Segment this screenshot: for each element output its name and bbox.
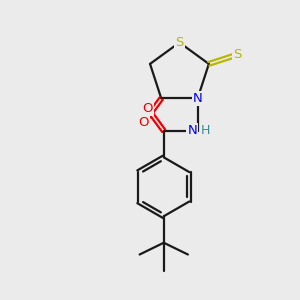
- Text: O: O: [139, 116, 149, 129]
- Text: S: S: [175, 36, 184, 49]
- Text: N: N: [193, 92, 202, 105]
- Text: S: S: [233, 48, 241, 61]
- Text: N: N: [188, 124, 197, 137]
- Text: O: O: [142, 102, 153, 115]
- Text: H: H: [201, 124, 211, 137]
